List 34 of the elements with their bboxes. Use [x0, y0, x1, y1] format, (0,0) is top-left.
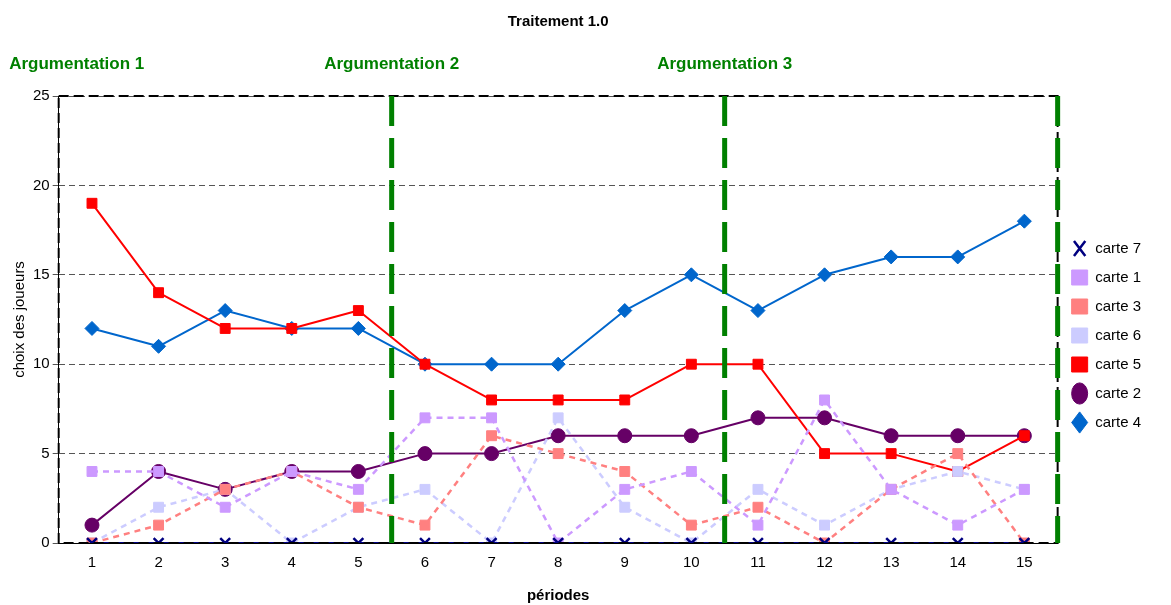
y-tick-label: 20: [33, 175, 50, 193]
y-tick-label: 0: [41, 533, 50, 551]
x-tick-label: 7: [487, 553, 496, 571]
text: Argumentation 1: [9, 53, 145, 73]
x-tick-label: 1: [87, 553, 97, 571]
x-axis-title: périodes: [526, 586, 590, 604]
x-tick-label: 15: [1016, 553, 1033, 571]
legend-label: carte 1: [1095, 267, 1141, 285]
x-tick-label: 6: [420, 553, 430, 571]
legend-label: carte 6: [1095, 325, 1141, 343]
x-tick-label: 10: [683, 553, 700, 571]
x-tick-label: 3: [221, 553, 230, 571]
x-tick-label: 5: [354, 553, 363, 571]
ref-line-label: Argumentation 3: [657, 53, 793, 73]
y-tick-label: 15: [33, 264, 50, 282]
legend-label: carte 3: [1095, 296, 1141, 314]
legend-label: carte 7: [1095, 238, 1141, 256]
legend-label: carte 5: [1095, 354, 1141, 372]
x-tick-label: 13: [882, 553, 900, 571]
x-tick-label: 14: [949, 553, 967, 571]
legend-label: carte 4: [1095, 412, 1141, 430]
x-tick-label: 12: [816, 553, 833, 571]
x-tick-label: 2: [154, 553, 163, 571]
y-tick-label: 5: [41, 443, 50, 461]
x-tick-label: 8: [553, 553, 563, 571]
legend-label: carte 2: [1095, 383, 1141, 401]
x-tick-label: 11: [750, 553, 766, 571]
y-axis-title: choix des joueurs: [10, 261, 28, 378]
y-tick-label: 10: [33, 354, 50, 372]
x-tick-label: 4: [287, 553, 296, 571]
y-tick-label: 25: [33, 86, 50, 104]
chart-title: Traitement 1.0: [507, 12, 609, 30]
ref-line-label: Argumentation 2: [324, 53, 460, 73]
x-tick-label: 9: [620, 553, 629, 571]
